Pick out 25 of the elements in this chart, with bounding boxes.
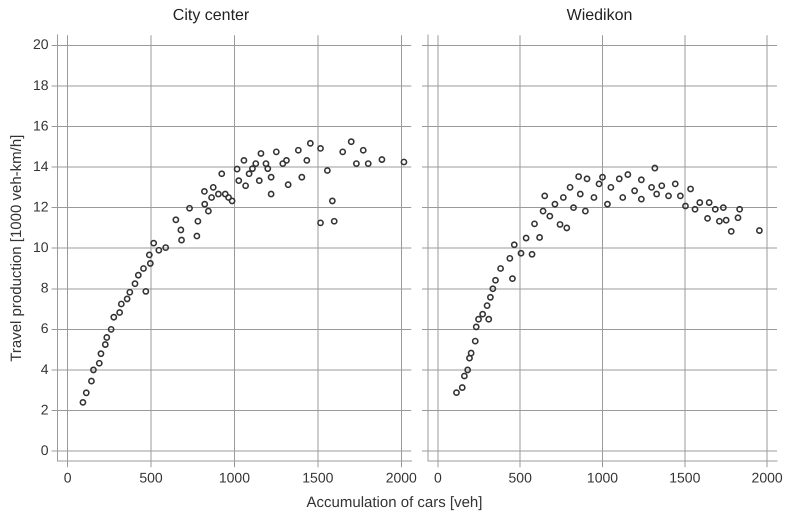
x-tick-label: 1500 <box>302 469 334 486</box>
x-tick-label: 2000 <box>752 469 783 486</box>
y-tick-label: 20 <box>32 36 49 52</box>
y-tick-label: 0 <box>40 442 49 458</box>
x-tick-label: 0 <box>64 469 72 486</box>
x-tick-label: 500 <box>139 469 163 486</box>
y-tick-label: 18 <box>32 76 49 93</box>
x-tick-label: 2000 <box>386 469 418 486</box>
y-tick-label: 8 <box>40 280 49 296</box>
chart-title: Wiedikon <box>566 7 632 24</box>
x-tick-label: 0 <box>434 469 442 486</box>
y-tick-label: 6 <box>40 320 49 336</box>
y-tick-label: 12 <box>32 198 49 214</box>
x-tick-label: 1000 <box>586 469 618 486</box>
chart-title: City center <box>172 7 250 24</box>
y-tick-label: 10 <box>32 239 49 256</box>
y-tick-label: 16 <box>32 117 49 134</box>
x-tick-label: 1500 <box>669 469 701 486</box>
x-tick-label: 500 <box>508 469 532 486</box>
y-tick-label: 14 <box>32 158 49 174</box>
x-tick-label: 1000 <box>218 469 250 486</box>
y-tick-label: 4 <box>40 360 49 377</box>
x-axis-title: Accumulation of cars [veh] <box>306 494 484 511</box>
y-axis-title: Travel production [1000 veh-km/h] <box>8 134 26 362</box>
y-tick-label: 2 <box>40 401 49 418</box>
